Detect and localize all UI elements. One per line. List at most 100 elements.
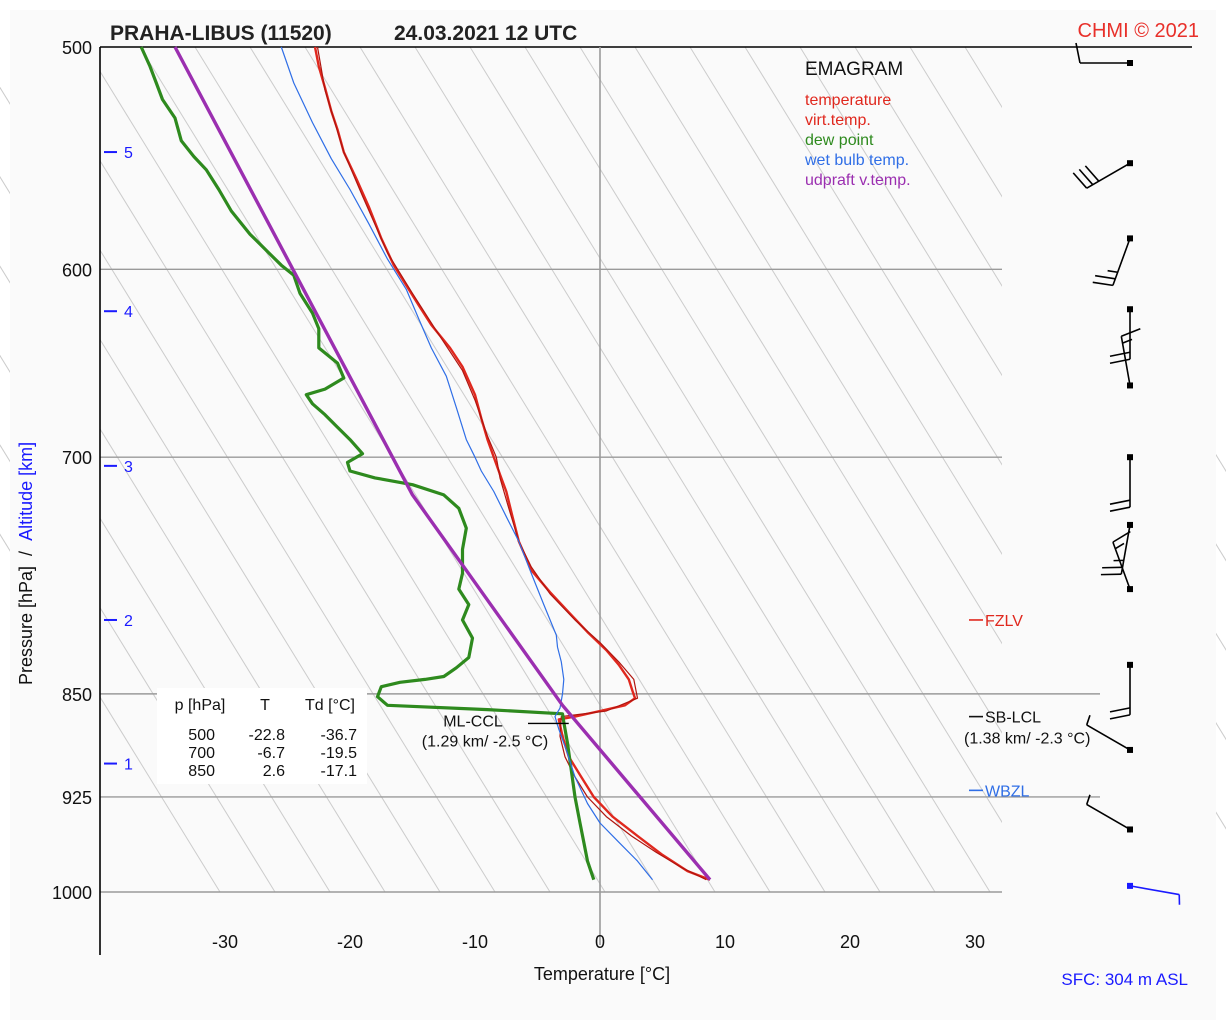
wind-barb-half-flag xyxy=(1085,794,1091,805)
wind-barb-station xyxy=(1127,826,1133,833)
temperature-tick-label: 20 xyxy=(840,932,860,952)
legend: temperature virt.temp. dew point wet bulb t… xyxy=(804,92,911,189)
y-axis-pressure-label: Pressure [hPa] xyxy=(16,566,36,685)
temperature-tick-label: -30 xyxy=(212,932,238,952)
ccl-label: ML-CCL xyxy=(443,713,503,730)
y-axis-label: Pressure [hPa] / Altitude [km] xyxy=(16,442,36,685)
pressure-tick-label: 1000 xyxy=(52,883,92,903)
dry-adiabat-line xyxy=(249,46,771,893)
wind-barb-station xyxy=(1127,661,1133,668)
pressure-tick-label: 500 xyxy=(62,38,92,58)
wind-barb-staff xyxy=(1086,162,1131,189)
wind-barb-flag xyxy=(1109,351,1131,358)
wind-barb-staff xyxy=(1120,336,1131,386)
temperature-tick-label: -20 xyxy=(337,932,363,952)
annotations: ML-CCL (1.29 km/ -2.5 °C) FZLV SB-LCL (1.38 … xyxy=(422,613,1091,800)
chart-title: EMAGRAM xyxy=(805,59,903,80)
legend-entry: temperature xyxy=(805,92,891,109)
wind-barb-station xyxy=(1127,60,1133,66)
mask-left xyxy=(10,10,100,1020)
table-cell: 700 xyxy=(188,745,215,762)
table-cell: -19.5 xyxy=(321,745,358,762)
pressure-tick-label: 925 xyxy=(62,788,92,808)
wind-barb-station xyxy=(1127,454,1133,461)
dry-adiabats xyxy=(0,10,1226,1020)
legend-entry: wet bulb temp. xyxy=(804,152,909,169)
altitude-tick-label: 1 xyxy=(124,757,133,774)
wind-barb-half-flag xyxy=(1107,269,1118,274)
surface-label: SFC: 304 m ASL xyxy=(1061,970,1188,989)
altitude-tick-label: 3 xyxy=(124,459,133,476)
station-title: PRAHA-LIBUS (11520) xyxy=(110,22,332,45)
dry-adiabat-line xyxy=(524,46,1046,893)
wind-barb-staff xyxy=(1086,724,1131,751)
altitude-tick-label: 5 xyxy=(124,145,133,162)
wind-barb-flag xyxy=(1078,168,1094,186)
wind-barb-flag xyxy=(1121,328,1141,337)
pressure-tick-label: 600 xyxy=(62,260,92,280)
wind-barb-station xyxy=(1127,882,1133,889)
wind-barb-flag xyxy=(1075,42,1081,64)
table-cell: -22.8 xyxy=(249,727,286,744)
wind-barbs xyxy=(1072,42,1181,905)
dry-adiabat-line xyxy=(84,46,606,893)
y-axis-separator: / xyxy=(16,551,36,556)
wind-barb-station xyxy=(1127,235,1133,242)
temperature-tick-label: 0 xyxy=(595,932,605,952)
wind-barb-half-flag xyxy=(1114,542,1125,550)
level-value: (1.38 km/ -2.3 °C) xyxy=(964,731,1090,748)
series-group xyxy=(139,46,712,881)
temperature-tick-label: -10 xyxy=(462,932,488,952)
table-cell: -36.7 xyxy=(321,727,358,744)
legend-entry: udpraft v.temp. xyxy=(805,172,911,189)
wind-barb-flag xyxy=(1109,714,1131,720)
wind-barb-flag xyxy=(1084,165,1100,182)
level-label: SB-LCL xyxy=(985,710,1041,727)
temperature-tick-label: 30 xyxy=(965,932,985,952)
table-cell: -6.7 xyxy=(257,745,285,762)
table-header: T xyxy=(260,697,270,714)
altitude-tick-label: 2 xyxy=(124,613,133,630)
table-cell: 850 xyxy=(188,763,215,780)
updraft-line xyxy=(173,46,712,881)
dry-adiabat-line xyxy=(304,46,826,893)
wind-barb-station xyxy=(1127,382,1133,389)
level-label: WBZL xyxy=(985,783,1030,800)
wind-barb-half-flag xyxy=(1085,715,1091,726)
wind-barb-flag xyxy=(1095,274,1116,280)
table-header: Td [°C] xyxy=(305,697,355,714)
wind-barb-flag xyxy=(1109,506,1131,512)
table-cell: -17.1 xyxy=(321,763,358,780)
pressure-tick-label: 700 xyxy=(62,448,92,468)
wind-barb-station xyxy=(1127,586,1133,593)
legend-entry: virt.temp. xyxy=(805,112,871,129)
wind-barb-flag xyxy=(1109,499,1131,505)
dry-adiabat-line xyxy=(359,46,881,893)
altitude-tick-label: 4 xyxy=(124,304,133,321)
wind-barb-staff xyxy=(1086,803,1131,831)
wind-barb-station xyxy=(1127,160,1133,167)
wind-barb-staff xyxy=(1129,885,1180,896)
wind-barb-flag xyxy=(1109,358,1131,365)
wind-barb-half-flag xyxy=(1122,338,1133,344)
dry-adiabat-line xyxy=(469,46,991,893)
wind-barb-flag xyxy=(1109,707,1131,713)
temperature-tick-label: 10 xyxy=(715,932,735,952)
level-label: FZLV xyxy=(985,613,1023,630)
table-cell: 500 xyxy=(188,727,215,744)
table-header: p [hPa] xyxy=(175,697,226,714)
wind-barb-staff xyxy=(1112,541,1131,590)
mask-top xyxy=(10,10,1216,47)
dry-adiabat-line xyxy=(194,46,716,893)
legend-entry: dew point xyxy=(805,132,874,149)
wind-barb-flag xyxy=(1072,172,1088,189)
mask-bottom xyxy=(10,892,1216,1020)
wind-barb-flag xyxy=(1112,530,1131,543)
ccl-value: (1.29 km/ -2.5 °C) xyxy=(422,733,548,750)
table-cell: 2.6 xyxy=(263,763,285,780)
mask-right xyxy=(1002,10,1216,1020)
pressure-tick-label: 850 xyxy=(62,685,92,705)
